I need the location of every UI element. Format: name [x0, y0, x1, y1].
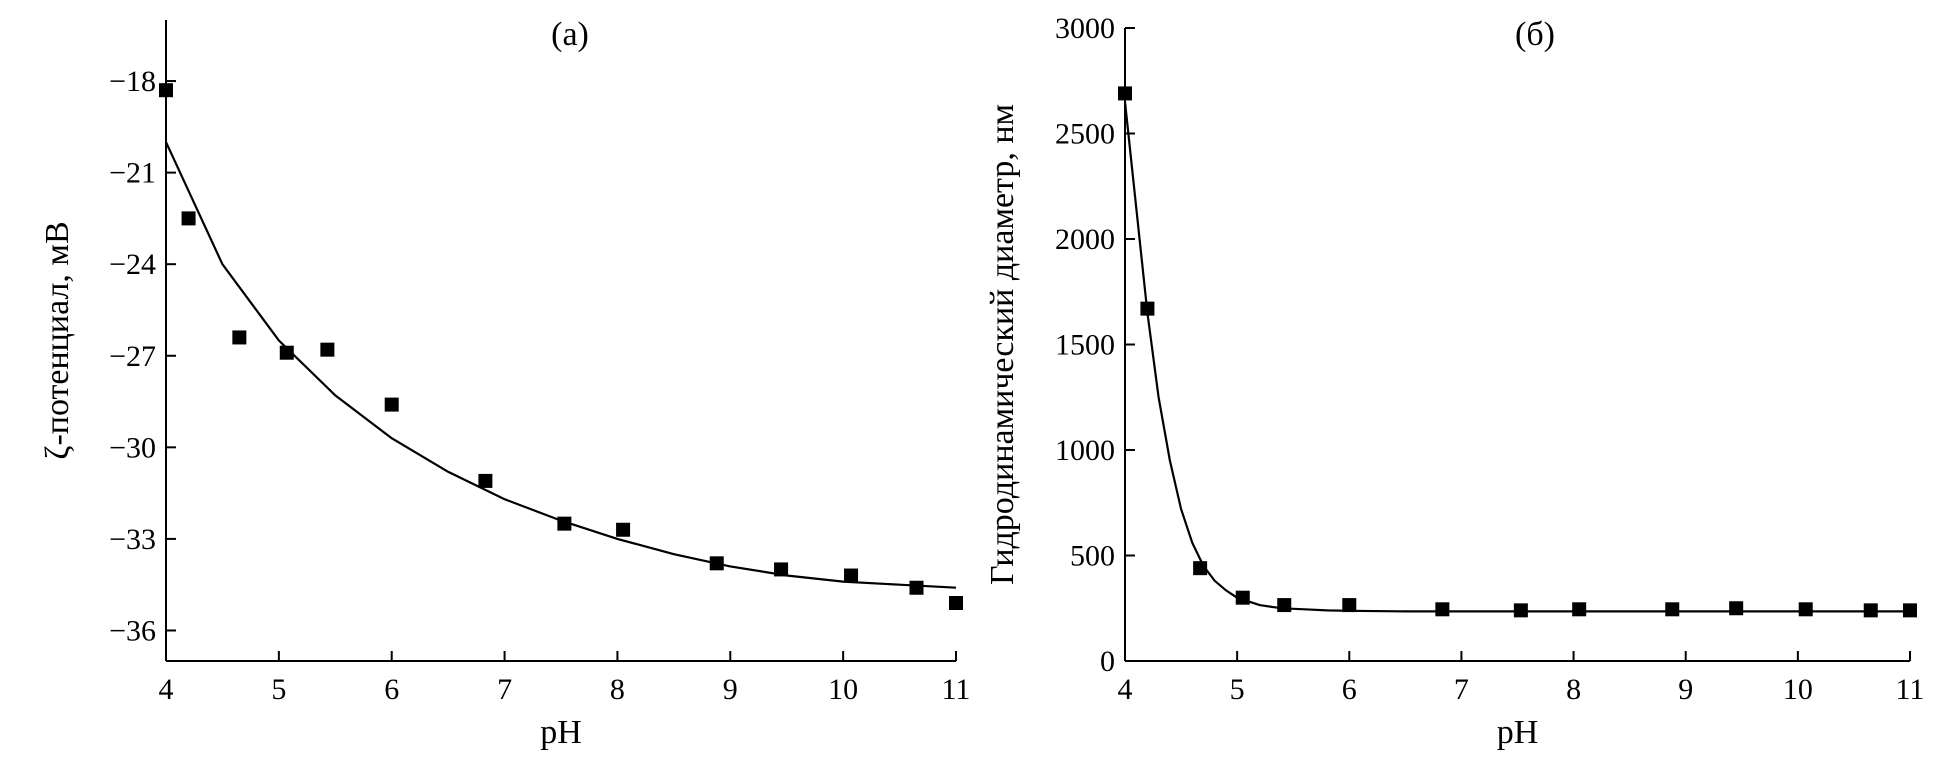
panel-b-data-point [1342, 598, 1357, 613]
panel-b-x-tick-label: 4 [1118, 673, 1133, 706]
panel-b-y-tick-label: 1500 [1055, 329, 1115, 362]
panel-b-x-tick-label: 10 [1783, 673, 1813, 706]
panel-b-data-point [1513, 603, 1528, 618]
panel-b-x-tick-label: 7 [1454, 673, 1469, 706]
panel-a-data-point [478, 473, 493, 488]
panel-a-data-point [709, 556, 724, 571]
panel-a-x-tick-label: 10 [828, 673, 858, 706]
panel-a-data-point [384, 397, 399, 412]
panel-b-fit-curve [1123, 101, 1910, 613]
panel-a-y-tick-label: −24 [109, 248, 156, 281]
panel-a-data-point [279, 345, 294, 360]
panel-b-data-point [1665, 602, 1680, 617]
panel-a-x-tick-label: 7 [497, 673, 512, 706]
panel-b-x-axis-label: pH [1497, 714, 1539, 751]
panel-a-x-tick-label: 11 [942, 673, 971, 706]
chart-panel-a: 4 5 6 7 8 9 10 11 −18 −21 −24 −27 −30 −33 −36 pH ζ-потен… [39, 16, 970, 751]
panel-a-x-tick-label: 6 [384, 673, 399, 706]
panel-b-data-point [1729, 601, 1744, 616]
panel-b-data-point [1140, 301, 1155, 316]
panel-a-x-axis-label: pH [540, 714, 582, 751]
panel-a-x-tick-label: 5 [271, 673, 286, 706]
panel-a-data-point [949, 596, 963, 611]
panel-b-x-tick-label: 5 [1230, 673, 1245, 706]
panel-a-data-point [844, 568, 859, 583]
panel-a-y-axis-label: ζ-потенциал, мВ [39, 221, 76, 459]
panel-b-y-tick-label: 3000 [1055, 12, 1115, 45]
panel-b-y-axis-label: Гидродинамический диаметр, нм [984, 104, 1021, 585]
panel-b-data-point [1118, 86, 1132, 101]
panel-a-panel-label: (а) [551, 16, 589, 53]
panel-b-x-tick-label: 9 [1678, 673, 1693, 706]
panel-b-data-point [1193, 561, 1208, 576]
panel-b-y-tick-label: 500 [1070, 540, 1115, 573]
panel-a-y-tick-label: −21 [109, 157, 156, 190]
panel-a-data-point [909, 580, 924, 595]
panel-a-y-tick-label: −36 [109, 614, 156, 647]
panel-a-data-point [232, 330, 247, 345]
panel-a-data-point [159, 83, 173, 98]
panel-b-y-tick-label: 0 [1100, 645, 1115, 678]
panel-b-data-point [1798, 602, 1813, 617]
panel-a-x-tick-label: 9 [723, 673, 738, 706]
panel-b-panel-label: (б) [1515, 16, 1555, 53]
panel-a-data-point [181, 211, 196, 226]
panel-a-y-tick-label: −27 [109, 340, 156, 373]
panel-b-x-tick-label: 11 [1896, 673, 1925, 706]
panel-a-data-point [320, 342, 335, 357]
chart-panel-b: 4 5 6 7 8 9 10 11 0 500 1000 1500 2000 2500 3000 pH Гидр… [984, 12, 1924, 751]
panel-b-data-point [1903, 603, 1917, 618]
panel-b-data-point [1435, 602, 1450, 617]
panel-b-y-tick-label: 2500 [1055, 118, 1115, 151]
panel-a-y-tick-label: −18 [109, 65, 156, 98]
panel-b-y-tick-label: 2000 [1055, 223, 1115, 256]
panel-b-x-tick-label: 8 [1566, 673, 1581, 706]
panel-a-y-tick-label: −30 [109, 431, 156, 464]
panel-a-data-point [616, 522, 631, 537]
panel-a-data-point [557, 516, 572, 531]
panel-b-data-point [1277, 598, 1292, 613]
panel-b-x-tick-label: 6 [1342, 673, 1357, 706]
panel-b-data-point [1572, 602, 1587, 617]
panel-a-x-tick-label: 8 [610, 673, 625, 706]
panel-b-y-tick-label: 1000 [1055, 434, 1115, 467]
panel-b-data-point [1863, 603, 1878, 618]
panel-a-data-point [774, 562, 789, 577]
panel-a-y-tick-label: −33 [109, 523, 156, 556]
panel-b-data-point [1235, 590, 1250, 605]
panel-a-x-tick-label: 4 [159, 673, 174, 706]
